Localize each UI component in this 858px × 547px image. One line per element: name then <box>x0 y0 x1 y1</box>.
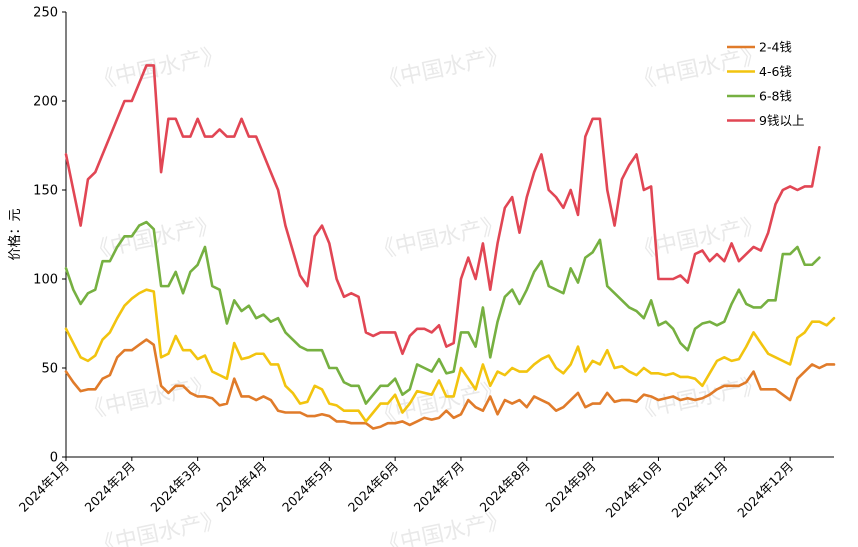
series-layer <box>64 64 836 430</box>
y-tick-label: 0 <box>50 451 58 466</box>
watermark-text: 《中国水产》 <box>631 43 765 95</box>
watermark-text: 《中国水产》 <box>91 43 225 95</box>
x-tick-label: 2024年5月 <box>279 459 335 515</box>
y-tick-label: 150 <box>33 184 58 199</box>
series-line <box>64 64 821 356</box>
y-tick-label: 100 <box>33 273 58 288</box>
x-tick-label: 2024年6月 <box>345 459 401 515</box>
x-tick-label: 2024年9月 <box>542 459 598 515</box>
x-tick-label: 2024年7月 <box>411 459 467 515</box>
x-tick-label: 2024年12月 <box>734 459 796 521</box>
series-line <box>64 220 821 405</box>
x-tick-label: 2024年1月 <box>16 459 72 515</box>
legend: 2-4钱 4-6钱 6-8钱 9钱以上 <box>727 40 804 128</box>
x-tick-label: 2024年3月 <box>147 459 203 515</box>
x-tick-label: 2024年2月 <box>82 459 138 515</box>
y-tick-label: 200 <box>33 95 58 110</box>
y-tick-label: 250 <box>33 6 58 21</box>
watermark-text: 《中国水产》 <box>631 213 765 265</box>
series-line <box>64 338 836 430</box>
watermark-text: 《中国水产》 <box>376 508 510 547</box>
series-line <box>64 288 836 423</box>
x-tick-label: 2024年10月 <box>603 459 665 521</box>
legend-label: 6-8钱 <box>759 89 792 104</box>
x-tick-label: 2024年4月 <box>213 459 269 515</box>
x-tick-label: 2024年11月 <box>668 459 730 521</box>
legend-label: 2-4钱 <box>759 40 792 55</box>
y-axis-title: 价格：元 <box>7 208 23 260</box>
legend-label: 4-6钱 <box>759 64 792 79</box>
watermark-text: 《中国水产》 <box>376 43 510 95</box>
y-tick-label: 50 <box>41 362 58 377</box>
x-tick-label: 2024年8月 <box>477 459 533 515</box>
legend-label: 9钱以上 <box>759 113 804 128</box>
